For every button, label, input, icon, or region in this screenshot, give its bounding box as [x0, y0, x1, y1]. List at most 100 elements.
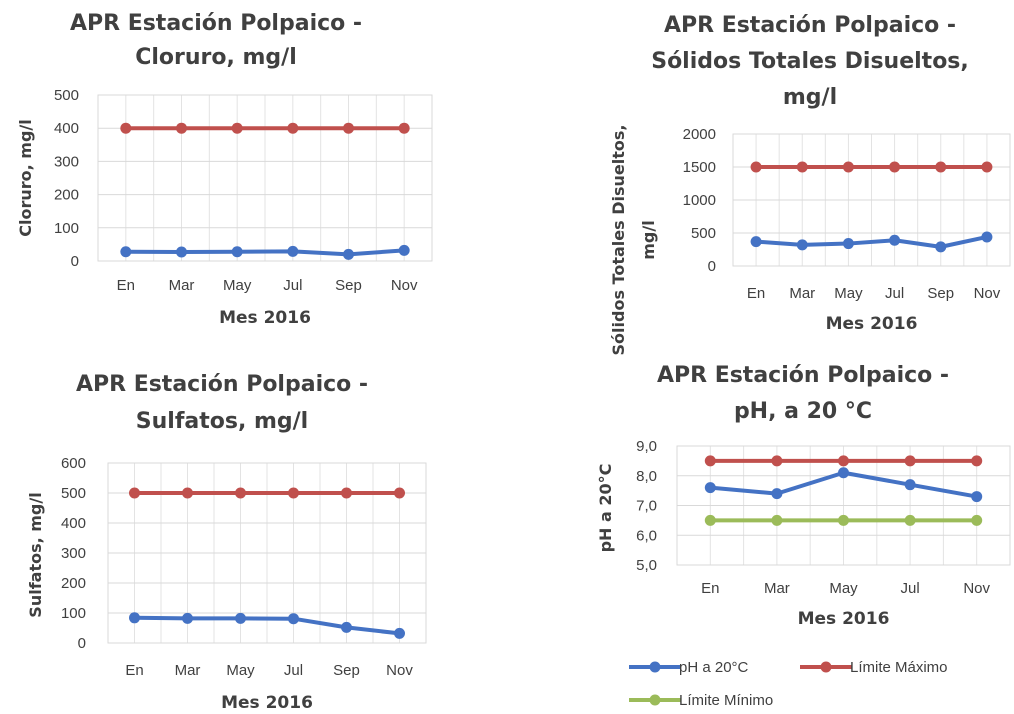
- legend-label: Límite Máximo: [850, 659, 948, 676]
- x-tick-label: Nov: [974, 285, 1001, 302]
- chart-3: 0 100 200 300 400 500 600 En Mar May Jul Sep Nov APR …: [26, 372, 427, 713]
- x-tick-label: Sep: [335, 277, 362, 294]
- x-tick-label: Nov: [963, 580, 990, 597]
- data-point: [120, 246, 132, 258]
- data-point: [771, 488, 783, 500]
- chart-1: 0 100 200 300 400 500 En Mar May Jul Sep Nov APR Est…: [16, 11, 433, 328]
- chart-title: Cloruro, mg/l: [135, 45, 297, 70]
- x-tick-label: En: [125, 662, 143, 679]
- data-point: [343, 122, 354, 134]
- legend-item: pH a 20°C: [629, 659, 749, 676]
- legend-marker: [649, 661, 661, 673]
- x-tick-label: Jul: [283, 277, 302, 294]
- y-tick-label: 500: [54, 87, 79, 104]
- data-point: [904, 455, 916, 467]
- chart-4: 5,0 6,0 7,0 8,0 9,0 En Mar May Jul Nov APR Estació…: [596, 363, 1011, 709]
- data-point: [231, 122, 243, 134]
- x-axis-label: Mes 2016: [219, 308, 311, 328]
- data-point: [343, 248, 354, 260]
- data-point: [904, 479, 916, 491]
- data-point: [842, 161, 854, 173]
- chart-title: Sulfatos, mg/l: [136, 409, 308, 434]
- data-point: [889, 161, 901, 173]
- data-point: [394, 487, 405, 499]
- y-tick-label: 0: [78, 635, 86, 652]
- y-tick-label: 300: [61, 545, 86, 562]
- y-tick-label: 500: [61, 485, 86, 502]
- x-tick-label: May: [834, 285, 863, 302]
- data-point: [796, 239, 808, 251]
- x-tick-label: Sep: [333, 662, 360, 679]
- series-line-1: [125, 248, 405, 257]
- data-point: [341, 487, 352, 499]
- data-point: [750, 161, 762, 173]
- data-point: [288, 487, 299, 499]
- x-tick-label: Nov: [386, 662, 413, 679]
- data-point: [398, 122, 410, 134]
- y-tick-label: 2000: [683, 126, 716, 143]
- data-point: [971, 491, 983, 503]
- x-tick-label: Mar: [175, 662, 201, 679]
- chart-title: APR Estación Polpaico -: [70, 11, 362, 36]
- x-axis-label: Mes 2016: [798, 609, 890, 629]
- data-point: [182, 612, 193, 624]
- legend-item: Límite Mínimo: [629, 692, 773, 709]
- data-point: [771, 455, 783, 467]
- data-point: [129, 612, 140, 624]
- y-tick-label: 200: [61, 575, 86, 592]
- x-tick-label: May: [829, 580, 858, 597]
- data-point: [838, 514, 849, 526]
- y-axis-label: Sulfatos, mg/l: [26, 492, 45, 617]
- data-point: [935, 241, 947, 253]
- x-tick-label: May: [226, 662, 255, 679]
- data-point: [904, 514, 916, 526]
- data-point: [971, 455, 983, 467]
- data-point: [394, 627, 405, 639]
- x-tick-label: Jul: [885, 285, 904, 302]
- y-tick-label: 0: [71, 253, 79, 270]
- data-point: [889, 234, 901, 246]
- data-point: [287, 245, 299, 257]
- data-point: [235, 487, 246, 499]
- x-tick-label: En: [747, 285, 765, 302]
- data-point: [235, 612, 246, 624]
- data-point: [398, 244, 410, 256]
- y-tick-label: 6,0: [636, 527, 657, 544]
- chart-title: APR Estación Polpaico -: [664, 13, 956, 38]
- y-tick-label: 600: [61, 455, 86, 472]
- data-point: [750, 236, 762, 248]
- x-tick-label: Jul: [284, 662, 303, 679]
- data-point: [231, 246, 243, 258]
- y-tick-label: 400: [61, 515, 86, 532]
- data-point: [842, 238, 854, 250]
- legend-label: Límite Mínimo: [679, 692, 773, 709]
- y-tick-label: 9,0: [636, 438, 657, 455]
- y-axis-label: Sólidos Totales Disueltos,: [609, 125, 628, 356]
- data-point: [838, 467, 849, 479]
- legend-label: pH a 20°C: [679, 659, 749, 676]
- data-point: [129, 487, 140, 499]
- data-point: [704, 514, 716, 526]
- data-point: [704, 455, 716, 467]
- x-tick-label: En: [117, 277, 135, 294]
- data-point: [796, 161, 808, 173]
- data-point: [176, 246, 187, 258]
- data-point: [176, 122, 187, 134]
- x-tick-label: En: [701, 580, 719, 597]
- y-tick-label: 500: [691, 225, 716, 242]
- data-point: [981, 161, 993, 173]
- chart-title: pH, a 20 °C: [734, 399, 872, 424]
- y-tick-label: 8,0: [636, 468, 657, 485]
- y-tick-label: 1500: [683, 159, 716, 176]
- chart-title: Sólidos Totales Disueltos,: [651, 49, 969, 74]
- y-tick-label: 7,0: [636, 498, 657, 515]
- data-point: [288, 613, 299, 625]
- series-line-1: [755, 235, 988, 249]
- y-tick-label: 100: [61, 605, 86, 622]
- y-tick-label: 100: [54, 220, 79, 237]
- y-tick-label: 0: [708, 258, 716, 275]
- legend-marker: [820, 661, 832, 673]
- data-point: [341, 621, 352, 633]
- y-axis-label: Cloruro, mg/l: [16, 119, 35, 236]
- y-tick-label: 1000: [683, 192, 716, 209]
